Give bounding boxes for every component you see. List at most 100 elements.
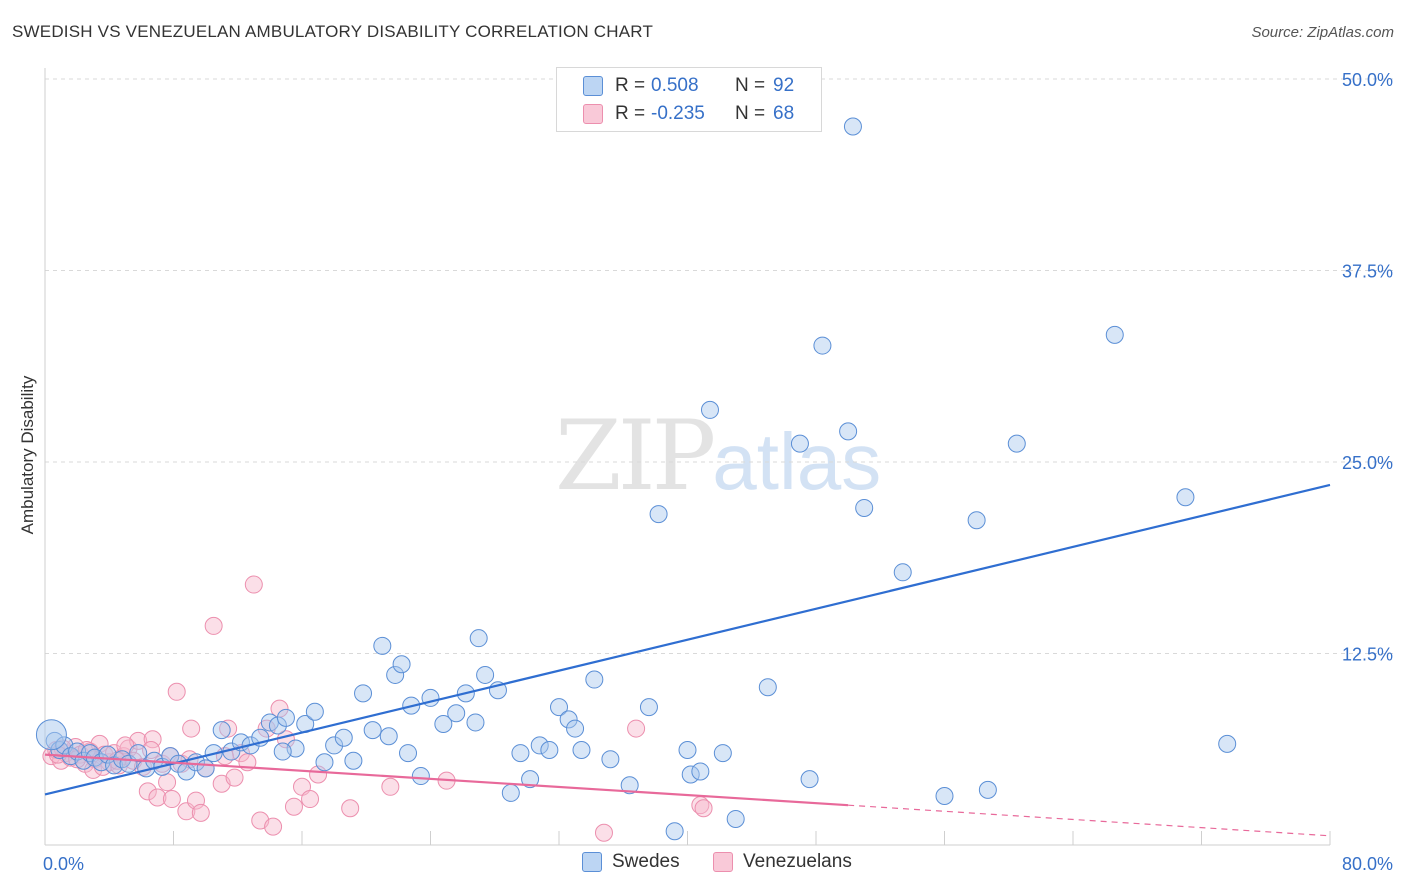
swedes-point [373,636,392,655]
x-tick-label-max: 80.0% [1342,854,1393,874]
venezuelans-point [148,788,167,807]
swedes-point [196,759,215,778]
y-tick-label: 25.0% [1342,453,1393,473]
venezuelans-point [138,782,157,801]
swedes-point [572,741,591,760]
venezuelans-point [627,719,646,738]
venezuelans-point [341,799,360,818]
swedes-point [967,511,986,530]
venezuelans-point [225,768,244,787]
swedes-point [447,704,466,723]
swedes-point [601,750,620,769]
legend-r-value: -0.235 [651,103,705,124]
venezuelans-point [284,797,303,816]
series-legend: Swedes Venezuelans [0,851,1406,877]
legend-swedes-label: Swedes [612,851,680,872]
swedes-point [386,665,405,684]
swedes-legend-swatch [582,852,602,872]
venezuelans-point [301,790,320,809]
swedes-trend-line [44,483,1331,796]
venezuelans-trend-line [44,753,849,807]
swedes-point [273,742,292,761]
swedes-point [476,665,495,684]
legend-n-value: 92 [773,75,795,96]
swedes-point [354,684,373,703]
trend-lines [44,483,1331,837]
swedes-point [212,721,231,740]
venezuelans-point [158,773,177,792]
swedes-point [129,744,148,763]
swedes-point [620,776,639,795]
venezuelans-point [219,719,238,738]
legend-n-value: 68 [773,103,795,124]
venezuelans-point [167,682,186,701]
swedes-point [530,736,549,755]
swedes-point [411,767,430,786]
correlation-legend: R = 0.508 N = 92 R = -0.235 N = 68 [556,67,822,132]
swedes-point [1007,434,1026,453]
watermark-zip: ZIP [555,400,716,512]
legend-item-swedes[interactable]: Swedes [582,851,680,873]
y-tick-label: 12.5% [1342,645,1393,665]
swedes-point [649,505,668,524]
swedes-point [550,698,568,717]
swedes-point [681,765,700,784]
y-tick-label: 50.0% [1342,70,1393,90]
swedes-point [305,702,324,721]
swedes-point [363,721,382,740]
swedes-point [325,736,344,755]
venezuelans-legend-swatch [713,852,733,872]
swedes-point [1218,734,1237,753]
venezuelans-point [264,817,283,836]
swedes-cluster-point [35,719,67,751]
venezuelans-points [42,575,713,842]
swedes-point [1105,325,1124,344]
swedes-point [1176,488,1195,507]
grid-lines [45,78,1395,654]
swedes-point [726,809,745,828]
swedes-point [315,753,334,772]
swedes-swatch [583,76,603,96]
axes [44,68,1331,846]
legend-row-swedes: R = 0.508 N = 92 [583,73,794,99]
swedes-point [758,678,777,697]
swedes-point [639,698,658,717]
venezuelans-point [594,823,613,842]
swedes-point [678,741,697,760]
swedes-point [540,741,559,760]
legend-r-label: R = [615,103,646,124]
swedes-point [935,786,954,805]
venezuelans-point [204,616,223,635]
swedes-point [344,751,363,770]
legend-n-label: N = [735,75,766,96]
venezuelans-point [381,777,400,796]
swedes-point [559,710,578,729]
legend-item-venezuelans[interactable]: Venezuelans [713,851,852,873]
legend-r-value: 0.508 [651,75,699,96]
tick-labels: 12.5% 25.0% 37.5% 50.0% 0.0% 80.0% [43,70,1393,874]
venezuelans-point [244,575,263,594]
swedes-point [399,744,418,763]
y-axis-label: Ambulatory Disability [18,375,37,535]
swedes-point [511,744,530,763]
swedes-point [813,336,832,355]
swedes-point [691,762,710,781]
legend-venezuelans-label: Venezuelans [743,851,852,872]
swedes-point [379,727,398,746]
venezuelans-point [191,803,210,822]
swedes-point [469,629,488,648]
legend-row-venezuelans: R = -0.235 N = 68 [583,101,794,127]
venezuelans-swatch [583,104,603,124]
swedes-point [713,744,732,763]
legend-n-label: N = [735,103,766,124]
swedes-point [566,719,585,738]
swedes-point [839,422,858,441]
swedes-point [466,713,485,732]
swedes-point [978,780,997,799]
swedes-point [434,714,453,733]
swedes-point [392,655,411,674]
swedes-point [521,770,540,789]
swedes-point [893,563,912,582]
swedes-point [843,117,862,136]
